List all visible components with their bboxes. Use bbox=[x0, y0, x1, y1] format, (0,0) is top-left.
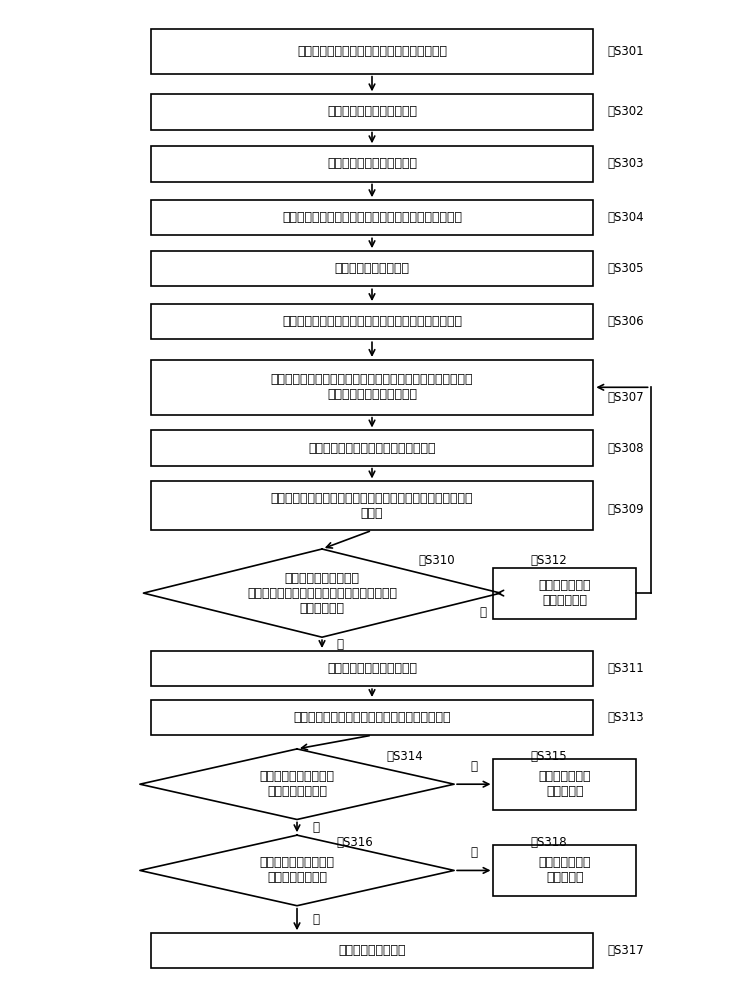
FancyBboxPatch shape bbox=[150, 251, 594, 286]
Text: ⌢S302: ⌢S302 bbox=[608, 105, 644, 118]
Text: ⌢S307: ⌢S307 bbox=[608, 391, 644, 404]
FancyBboxPatch shape bbox=[150, 146, 594, 182]
FancyBboxPatch shape bbox=[150, 933, 594, 968]
Text: 从作业边界中确定目标边界: 从作业边界中确定目标边界 bbox=[327, 105, 417, 118]
Text: 确定候选区域为
非降落区域: 确定候选区域为 非降落区域 bbox=[539, 770, 591, 798]
Text: 确定候选区域为
非降落区域: 确定候选区域为 非降落区域 bbox=[539, 856, 591, 884]
Text: 否: 否 bbox=[312, 913, 320, 926]
FancyBboxPatch shape bbox=[493, 759, 636, 810]
Text: 针对当前子区域，基于深度图像获取当前子区域内各个物点的
深度值: 针对当前子区域，基于深度图像获取当前子区域内各个物点的 深度值 bbox=[271, 492, 473, 520]
Text: ⌢S316: ⌢S316 bbox=[336, 836, 373, 850]
Text: ⌢S313: ⌢S313 bbox=[608, 711, 644, 724]
Text: 是: 是 bbox=[470, 846, 478, 859]
Text: ⌢S314: ⌢S314 bbox=[386, 750, 423, 763]
Text: 基于雷达信号和回波信号获取雷达数据: 基于雷达信号和回波信号获取雷达数据 bbox=[308, 442, 436, 455]
Text: 获取无人机的降落面积: 获取无人机的降落面积 bbox=[335, 262, 409, 275]
Text: 基于各个物点的深度值
和第一距离确定当前子区域的平整度是否符合
预设降落条件: 基于各个物点的深度值 和第一距离确定当前子区域的平整度是否符合 预设降落条件 bbox=[247, 572, 397, 615]
Text: 确定当前子区域为候选区域: 确定当前子区域为候选区域 bbox=[327, 662, 417, 675]
Text: 在检测到迫降事件时，确定无人机的作业边界: 在检测到迫降事件时，确定无人机的作业边界 bbox=[297, 45, 447, 58]
Text: 确定当前子区域
不是候选区域: 确定当前子区域 不是候选区域 bbox=[539, 579, 591, 607]
Text: 候选区域为降落区域: 候选区域为降落区域 bbox=[339, 944, 405, 957]
Text: ⌢S305: ⌢S305 bbox=[608, 262, 644, 275]
Text: 判断第二差值是否大于
第二预设差值阈值: 判断第二差值是否大于 第二预设差值阈值 bbox=[260, 770, 335, 798]
FancyBboxPatch shape bbox=[150, 360, 594, 415]
FancyBboxPatch shape bbox=[150, 304, 594, 339]
Text: ⌢S312: ⌢S312 bbox=[530, 554, 568, 567]
FancyBboxPatch shape bbox=[150, 29, 594, 74]
Text: 是: 是 bbox=[336, 638, 343, 651]
FancyBboxPatch shape bbox=[150, 94, 594, 130]
FancyBboxPatch shape bbox=[493, 568, 636, 619]
Text: ⌢S303: ⌢S303 bbox=[608, 157, 644, 170]
FancyBboxPatch shape bbox=[150, 700, 594, 735]
Text: ⌢S315: ⌢S315 bbox=[530, 750, 567, 763]
Text: ⌢S306: ⌢S306 bbox=[608, 315, 644, 328]
Polygon shape bbox=[140, 835, 454, 906]
Text: ⌢S311: ⌢S311 bbox=[608, 662, 644, 675]
Text: 否: 否 bbox=[312, 821, 320, 834]
FancyBboxPatch shape bbox=[150, 481, 594, 530]
Text: ⌢S310: ⌢S310 bbox=[418, 554, 455, 567]
Text: 控制雷达对当前子区域发射雷达信号以及接收当前子区域对雷
达信号进行反射的回波信号: 控制雷达对当前子区域发射雷达信号以及接收当前子区域对雷 达信号进行反射的回波信号 bbox=[271, 373, 473, 401]
Text: 是: 是 bbox=[470, 760, 478, 773]
Text: 控制无人机沿目标边界飞行: 控制无人机沿目标边界飞行 bbox=[327, 157, 417, 170]
FancyBboxPatch shape bbox=[493, 845, 636, 896]
FancyBboxPatch shape bbox=[150, 430, 594, 466]
Text: 否: 否 bbox=[479, 606, 487, 619]
Polygon shape bbox=[144, 549, 501, 637]
Text: ⌢S308: ⌢S308 bbox=[608, 442, 644, 455]
Text: ⌢S301: ⌢S301 bbox=[608, 45, 644, 58]
Text: ⌢S309: ⌢S309 bbox=[608, 503, 644, 516]
Text: 基于降落面积和深度图像将覆盖区域划分为多个子区域: 基于降落面积和深度图像将覆盖区域划分为多个子区域 bbox=[282, 315, 462, 328]
Text: 计算第一距离和第二距离的差值，得到第二差值: 计算第一距离和第二距离的差值，得到第二差值 bbox=[293, 711, 451, 724]
Text: ⌢S304: ⌢S304 bbox=[608, 211, 644, 224]
Polygon shape bbox=[140, 749, 454, 819]
FancyBboxPatch shape bbox=[150, 200, 594, 235]
FancyBboxPatch shape bbox=[150, 651, 594, 686]
Text: 控制景深传感器获取景深传感器的覆盖区域的深度图像: 控制景深传感器获取景深传感器的覆盖区域的深度图像 bbox=[282, 211, 462, 224]
Text: ⌢S317: ⌢S317 bbox=[608, 944, 644, 957]
Text: 判断所述信号强度是否
小于预设强度阈值: 判断所述信号强度是否 小于预设强度阈值 bbox=[260, 856, 335, 884]
Text: ⌢S318: ⌢S318 bbox=[530, 836, 567, 850]
